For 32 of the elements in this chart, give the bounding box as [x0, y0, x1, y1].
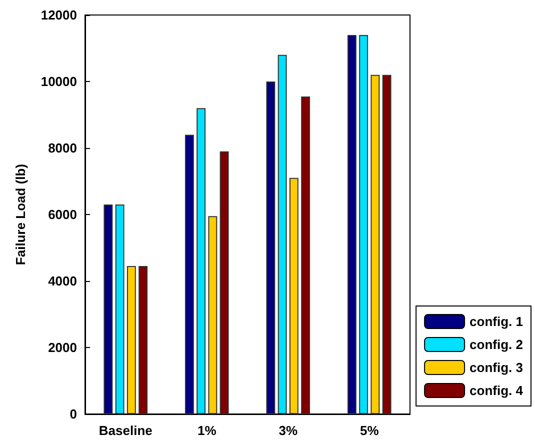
bar: [382, 74, 392, 414]
bar: [359, 34, 368, 414]
legend-label: config. 2: [470, 337, 524, 352]
bar: [126, 266, 136, 414]
x-tick-label: 5%: [360, 423, 380, 438]
y-tick-label: 6000: [48, 207, 77, 222]
bar: [301, 96, 310, 414]
bar: [347, 34, 356, 414]
y-tick-label: 8000: [48, 140, 77, 156]
bar: [184, 134, 194, 414]
y-tick-label: 2000: [48, 340, 77, 355]
legend-label: config. 4: [470, 383, 524, 398]
x-tick-label: Baseline: [98, 423, 152, 438]
bar: [289, 178, 298, 414]
bar: [220, 151, 229, 414]
bar: [370, 74, 380, 414]
bar: [208, 216, 218, 414]
y-tick-label: 4000: [48, 274, 77, 288]
bar: [278, 54, 287, 414]
y-tick-label: 12000: [40, 8, 77, 22]
legend-label: config. 1: [470, 314, 524, 329]
x-tick-label: 3%: [278, 423, 298, 438]
bar: [196, 108, 206, 414]
bar: [266, 82, 276, 414]
x-tick-label: 1%: [197, 423, 217, 438]
bar: [138, 266, 148, 414]
y-axis-title: Failure Load (lb): [13, 164, 28, 266]
y-tick-label: 0: [70, 406, 77, 422]
bar: [115, 204, 124, 414]
legend-label: config. 3: [470, 360, 524, 375]
y-tick-label: 10000: [40, 74, 77, 89]
bar: [104, 204, 113, 414]
